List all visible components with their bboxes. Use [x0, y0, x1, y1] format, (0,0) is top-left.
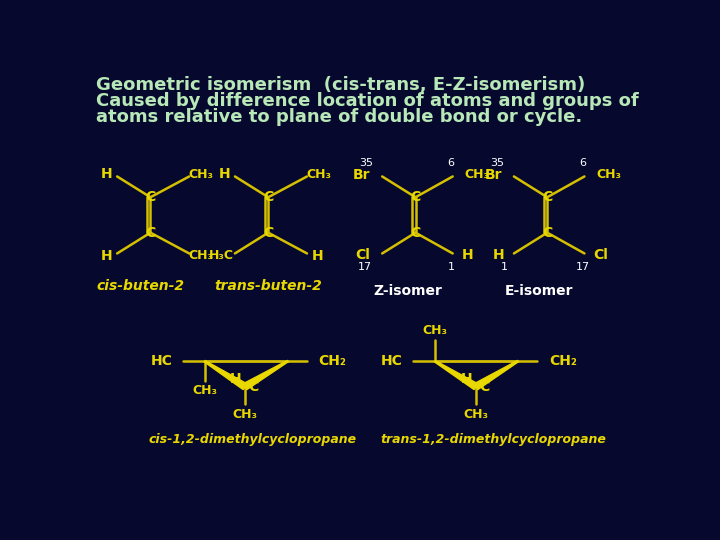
Text: HC: HC — [150, 354, 172, 368]
Text: 6: 6 — [448, 158, 454, 168]
Polygon shape — [474, 361, 518, 390]
Text: Geometric isomerism  (cis-trans, E-Z-isomerism): Geometric isomerism (cis-trans, E-Z-isom… — [96, 76, 585, 93]
Text: CH₃: CH₃ — [192, 384, 217, 397]
Text: H: H — [493, 248, 505, 262]
Text: cis-1,2-dimethylcyclopropane: cis-1,2-dimethylcyclopropane — [148, 433, 356, 446]
Text: H: H — [311, 249, 323, 263]
Text: CH₃: CH₃ — [464, 168, 490, 181]
Text: H: H — [219, 167, 230, 181]
Text: 6: 6 — [580, 158, 586, 168]
Text: C: C — [410, 190, 420, 204]
Text: trans-buten-2: trans-buten-2 — [214, 279, 322, 293]
Text: E-isomer: E-isomer — [505, 284, 573, 298]
Text: Z-isomer: Z-isomer — [373, 284, 442, 298]
Text: Cl: Cl — [594, 248, 608, 262]
Text: C: C — [248, 380, 258, 394]
Text: CH₂: CH₂ — [549, 354, 577, 368]
Text: cis-buten-2: cis-buten-2 — [96, 279, 184, 293]
Text: HC: HC — [380, 354, 402, 368]
Text: C: C — [542, 190, 552, 204]
Text: CH₃: CH₃ — [233, 408, 258, 421]
Text: CH₃: CH₃ — [189, 249, 213, 262]
Text: C: C — [542, 226, 552, 240]
Text: Caused by difference location of atoms and groups of: Caused by difference location of atoms a… — [96, 92, 639, 110]
Text: C: C — [479, 380, 490, 394]
Text: C: C — [145, 190, 156, 204]
Text: Br: Br — [485, 168, 503, 182]
Text: H: H — [462, 248, 474, 262]
Text: 17: 17 — [576, 261, 590, 272]
Text: atoms relative to plane of double bond or cycle.: atoms relative to plane of double bond o… — [96, 108, 582, 126]
Text: CH₃: CH₃ — [423, 324, 447, 337]
Polygon shape — [243, 361, 288, 390]
Text: trans-1,2-dimethylcyclopropane: trans-1,2-dimethylcyclopropane — [381, 433, 606, 446]
Text: 17: 17 — [358, 261, 372, 272]
Text: 35: 35 — [490, 158, 505, 168]
Text: CH₃: CH₃ — [306, 167, 331, 181]
Text: H₃C: H₃C — [210, 249, 234, 262]
Text: CH₂: CH₂ — [319, 354, 346, 368]
Text: 1: 1 — [448, 261, 454, 272]
Text: H: H — [102, 167, 113, 181]
Text: C: C — [410, 226, 420, 240]
Text: 1: 1 — [501, 261, 508, 272]
Text: Br: Br — [353, 168, 371, 182]
Text: CH₃: CH₃ — [464, 408, 488, 421]
Text: H: H — [230, 372, 241, 386]
Text: CH₃: CH₃ — [189, 167, 213, 181]
Text: C: C — [263, 190, 274, 204]
Polygon shape — [204, 361, 247, 389]
Text: H: H — [102, 249, 113, 263]
Text: C: C — [145, 226, 156, 240]
Text: 35: 35 — [359, 158, 373, 168]
Polygon shape — [434, 361, 478, 389]
Text: H: H — [461, 372, 472, 386]
Text: C: C — [263, 226, 274, 240]
Text: Cl: Cl — [356, 248, 371, 262]
Text: CH₃: CH₃ — [596, 168, 621, 181]
